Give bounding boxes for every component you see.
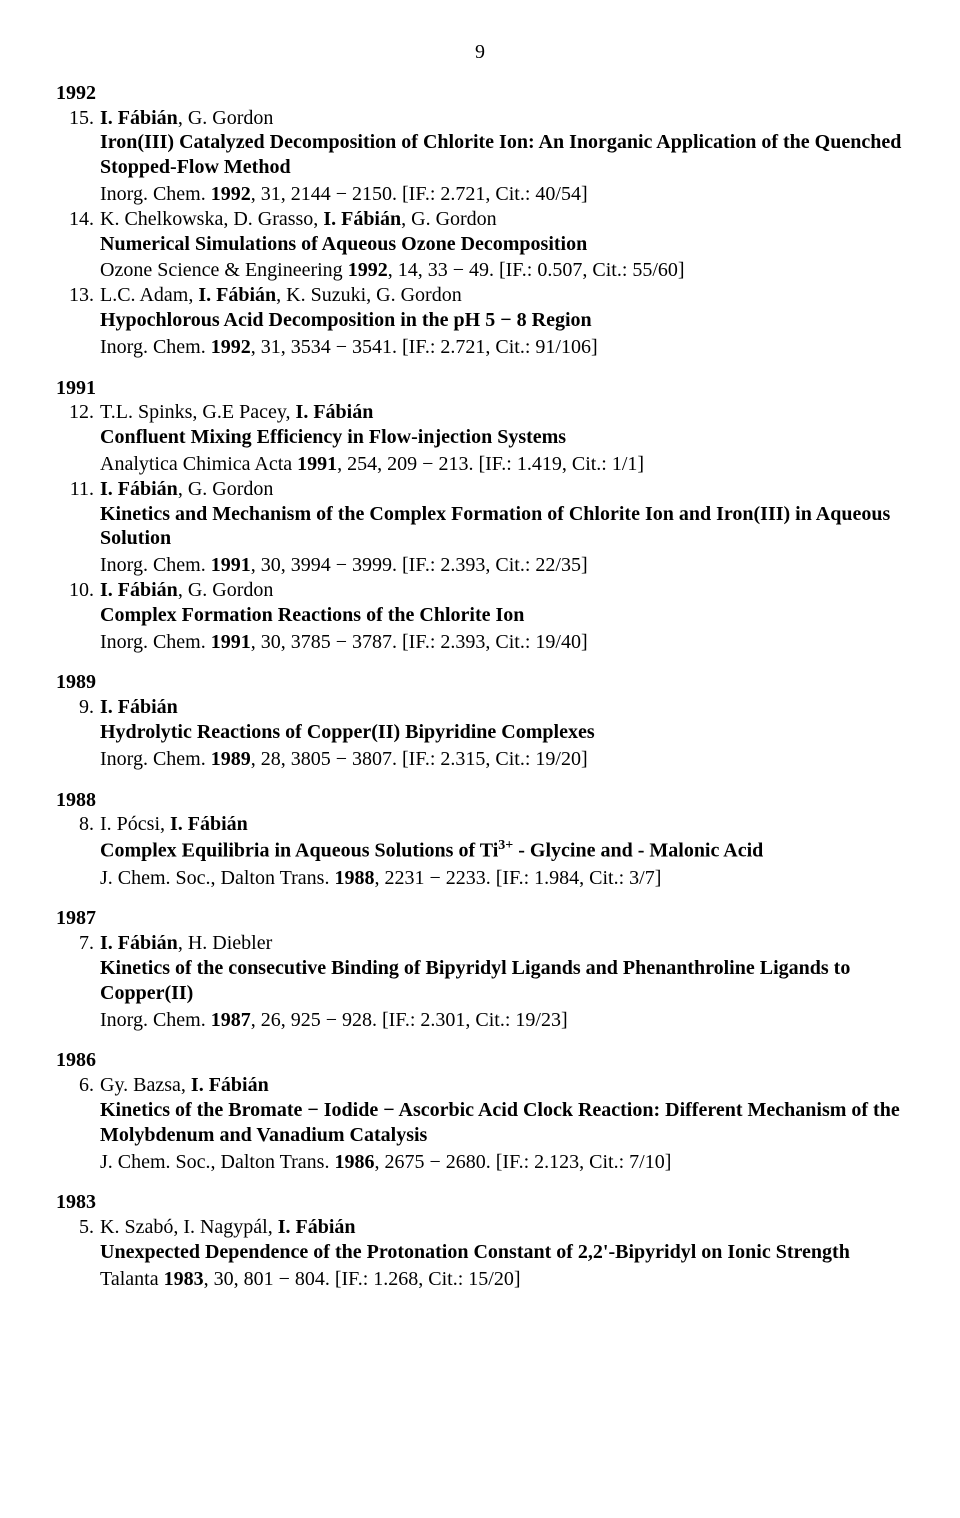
year-heading: 1992 xyxy=(56,81,904,106)
entry-title: Confluent Mixing Efficiency in Flow-inje… xyxy=(100,425,904,450)
entry-title: Complex Formation Reactions of the Chlor… xyxy=(100,603,904,628)
publication-entry: 9.I. FábiánHydrolytic Reactions of Coppe… xyxy=(56,695,904,771)
entry-authors: I. Fábián xyxy=(100,695,904,720)
entry-source: Inorg. Chem. 1991, 30, 3785 − 3787. [IF.… xyxy=(100,630,904,655)
entry-number: 7. xyxy=(56,931,100,1032)
entry-number: 6. xyxy=(56,1073,100,1174)
entry-number: 5. xyxy=(56,1215,100,1291)
publication-entry: 8.I. Pócsi, I. FábiánComplex Equilibria … xyxy=(56,812,904,890)
entry-source: Inorg. Chem. 1989, 28, 3805 − 3807. [IF.… xyxy=(100,747,904,772)
entry-title: Hydrolytic Reactions of Copper(II) Bipyr… xyxy=(100,720,904,745)
entry-body: K. Chelkowska, D. Grasso, I. Fábián, G. … xyxy=(100,207,904,283)
entry-source: J. Chem. Soc., Dalton Trans. 1988, 2231 … xyxy=(100,866,904,891)
entry-title: Kinetics of the consecutive Binding of B… xyxy=(100,956,904,1006)
entry-number: 11. xyxy=(56,477,100,578)
entry-body: Gy. Bazsa, I. FábiánKinetics of the Brom… xyxy=(100,1073,904,1174)
entry-authors: Gy. Bazsa, I. Fábián xyxy=(100,1073,904,1098)
publication-entry: 13.L.C. Adam, I. Fábián, K. Suzuki, G. G… xyxy=(56,283,904,359)
entry-authors: K. Szabó, I. Nagypál, I. Fábián xyxy=(100,1215,904,1240)
entry-authors: I. Fábián, G. Gordon xyxy=(100,477,904,502)
year-heading: 1986 xyxy=(56,1048,904,1073)
entry-number: 13. xyxy=(56,283,100,359)
publication-entry: 6.Gy. Bazsa, I. FábiánKinetics of the Br… xyxy=(56,1073,904,1174)
entry-authors: I. Fábián, G. Gordon xyxy=(100,578,904,603)
publication-entry: 10.I. Fábián, G. GordonComplex Formation… xyxy=(56,578,904,654)
entry-number: 10. xyxy=(56,578,100,654)
year-heading: 1989 xyxy=(56,670,904,695)
entry-source: Inorg. Chem. 1991, 30, 3994 − 3999. [IF.… xyxy=(100,553,904,578)
year-heading: 1991 xyxy=(56,376,904,401)
entry-body: I. Fábián, G. GordonIron(III) Catalyzed … xyxy=(100,106,904,207)
entry-source: Inorg. Chem. 1992, 31, 3534 − 3541. [IF.… xyxy=(100,335,904,360)
entry-source: Inorg. Chem. 1992, 31, 2144 − 2150. [IF.… xyxy=(100,182,904,207)
publication-entry: 5.K. Szabó, I. Nagypál, I. FábiánUnexpec… xyxy=(56,1215,904,1291)
entry-title: Hypochlorous Acid Decomposition in the p… xyxy=(100,308,904,333)
entry-authors: I. Fábián, H. Diebler xyxy=(100,931,904,956)
entry-title: Unexpected Dependence of the Protonation… xyxy=(100,1240,904,1265)
entry-number: 15. xyxy=(56,106,100,207)
year-heading: 1987 xyxy=(56,906,904,931)
entry-source: Inorg. Chem. 1987, 26, 925 − 928. [IF.: … xyxy=(100,1008,904,1033)
entry-source: Analytica Chimica Acta 1991, 254, 209 − … xyxy=(100,452,904,477)
publication-entry: 7.I. Fábián, H. DieblerKinetics of the c… xyxy=(56,931,904,1032)
entry-body: K. Szabó, I. Nagypál, I. FábiánUnexpecte… xyxy=(100,1215,904,1291)
entry-title: Numerical Simulations of Aqueous Ozone D… xyxy=(100,232,904,257)
entry-body: L.C. Adam, I. Fábián, K. Suzuki, G. Gord… xyxy=(100,283,904,359)
entry-title: Kinetics and Mechanism of the Complex Fo… xyxy=(100,502,904,552)
year-heading: 1988 xyxy=(56,788,904,813)
entry-source: Talanta 1983, 30, 801 − 804. [IF.: 1.268… xyxy=(100,1267,904,1292)
year-heading: 1983 xyxy=(56,1190,904,1215)
entry-body: I. Fábián, G. GordonKinetics and Mechani… xyxy=(100,477,904,578)
entry-authors: K. Chelkowska, D. Grasso, I. Fábián, G. … xyxy=(100,207,904,232)
entry-source: J. Chem. Soc., Dalton Trans. 1986, 2675 … xyxy=(100,1150,904,1175)
publication-entry: 12.T.L. Spinks, G.E Pacey, I. FábiánConf… xyxy=(56,400,904,476)
entry-body: T.L. Spinks, G.E Pacey, I. FábiánConflue… xyxy=(100,400,904,476)
publication-entry: 14.K. Chelkowska, D. Grasso, I. Fábián, … xyxy=(56,207,904,283)
entry-title: Kinetics of the Bromate − Iodide − Ascor… xyxy=(100,1098,904,1148)
entry-source: Ozone Science & Engineering 1992, 14, 33… xyxy=(100,258,904,283)
entry-number: 14. xyxy=(56,207,100,283)
entry-number: 8. xyxy=(56,812,100,890)
entry-number: 9. xyxy=(56,695,100,771)
entry-authors: I. Pócsi, I. Fábián xyxy=(100,812,904,837)
entry-title: Iron(III) Catalyzed Decomposition of Chl… xyxy=(100,130,904,180)
entry-body: I. Fábián, H. DieblerKinetics of the con… xyxy=(100,931,904,1032)
entry-authors: T.L. Spinks, G.E Pacey, I. Fábián xyxy=(100,400,904,425)
page-number: 9 xyxy=(56,40,904,65)
entry-authors: L.C. Adam, I. Fábián, K. Suzuki, G. Gord… xyxy=(100,283,904,308)
entry-title: Complex Equilibria in Aqueous Solutions … xyxy=(100,837,904,863)
entry-number: 12. xyxy=(56,400,100,476)
entry-authors: I. Fábián, G. Gordon xyxy=(100,106,904,131)
publication-list: 199215.I. Fábián, G. GordonIron(III) Cat… xyxy=(56,81,904,1292)
entry-body: I. Fábián, G. GordonComplex Formation Re… xyxy=(100,578,904,654)
publication-entry: 15.I. Fábián, G. GordonIron(III) Catalyz… xyxy=(56,106,904,207)
entry-body: I. Pócsi, I. FábiánComplex Equilibria in… xyxy=(100,812,904,890)
entry-body: I. FábiánHydrolytic Reactions of Copper(… xyxy=(100,695,904,771)
publication-entry: 11.I. Fábián, G. GordonKinetics and Mech… xyxy=(56,477,904,578)
